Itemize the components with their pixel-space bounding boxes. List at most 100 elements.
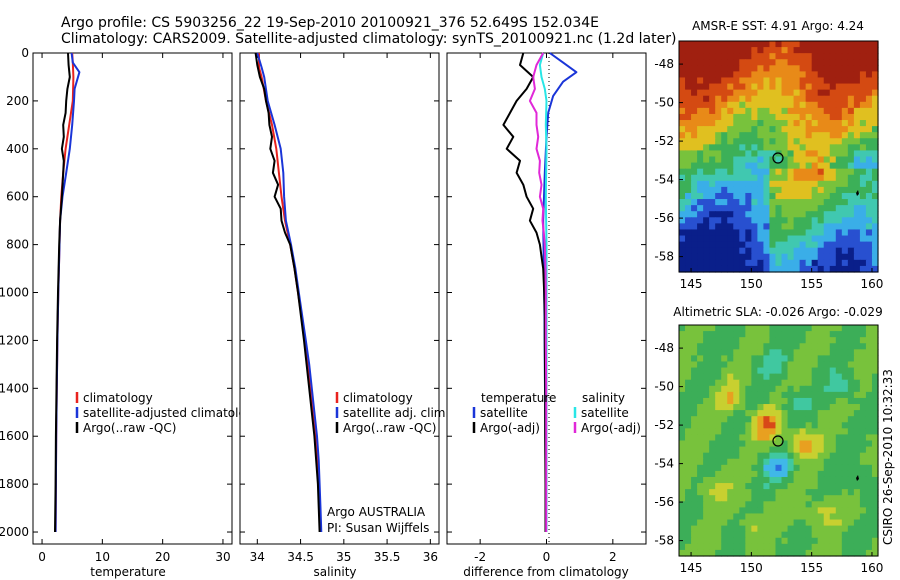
heatmap-cell xyxy=(709,113,716,121)
heatmap-cell xyxy=(871,174,879,182)
heatmap-cell xyxy=(787,180,795,188)
heatmap-cell xyxy=(703,525,710,533)
heatmap-cell xyxy=(769,144,777,152)
heatmap-cell xyxy=(799,120,807,127)
heatmap-cell xyxy=(823,150,831,158)
heatmap-cell xyxy=(853,373,861,381)
heatmap-cell xyxy=(751,549,758,557)
heatmap-cell xyxy=(709,549,716,557)
heatmap-cell xyxy=(751,452,758,460)
heatmap-cell xyxy=(829,107,837,115)
heatmap-cell xyxy=(727,367,734,375)
heatmap-cell xyxy=(703,513,710,521)
heatmap-cell xyxy=(841,101,849,109)
heatmap-cell xyxy=(805,416,813,423)
heatmap-cell xyxy=(793,41,801,48)
heatmap-cell xyxy=(733,192,740,200)
heatmap-cell xyxy=(727,337,734,344)
heatmap-cell xyxy=(685,247,692,255)
heatmap-cell xyxy=(793,95,801,103)
heatmap-cell xyxy=(865,259,873,267)
heatmap-cell xyxy=(697,337,704,344)
heatmap-cell xyxy=(685,217,692,224)
heatmap-cell xyxy=(817,422,825,429)
heatmap-cell xyxy=(859,71,867,79)
heatmap-cell xyxy=(853,416,861,423)
heatmap-cell xyxy=(859,223,867,231)
heatmap-cell xyxy=(763,265,771,273)
heatmap-cell xyxy=(853,507,861,515)
heatmap-cell xyxy=(775,519,783,527)
heatmap-cell xyxy=(799,476,807,484)
heatmap-cell xyxy=(733,434,740,442)
heatmap-cell xyxy=(793,59,801,66)
heatmap-cell xyxy=(853,41,861,48)
heatmap-cell xyxy=(727,47,734,54)
heatmap-cell xyxy=(859,483,867,490)
heatmap-cell xyxy=(697,95,704,103)
heatmap-cell xyxy=(811,470,819,478)
heatmap-cell xyxy=(811,428,819,436)
heatmap-cell xyxy=(823,452,831,460)
heatmap-cell xyxy=(775,404,783,411)
heatmap-cell xyxy=(775,156,783,164)
heatmap-cell xyxy=(871,495,879,502)
heatmap-cell xyxy=(811,349,819,356)
heatmap-cell xyxy=(847,337,855,344)
heatmap-cell xyxy=(691,331,698,338)
heatmap-cell xyxy=(721,483,728,490)
heatmap-cell xyxy=(745,253,752,261)
heatmap-cell xyxy=(841,132,849,139)
heatmap-cell xyxy=(745,144,752,152)
sst-map-frame xyxy=(678,40,879,273)
heatmap-cell xyxy=(793,132,801,139)
heatmap-cell xyxy=(775,107,783,115)
heatmap-cell xyxy=(781,101,789,109)
heatmap-cell xyxy=(757,205,765,212)
heatmap-cell xyxy=(811,211,819,218)
heatmap-cell xyxy=(829,101,837,109)
heatmap-cell xyxy=(799,325,807,332)
heatmap-cell xyxy=(805,476,813,484)
heatmap-cell xyxy=(763,495,771,502)
heatmap-cell xyxy=(799,168,807,176)
heatmap-cell xyxy=(835,144,843,152)
heatmap-cell xyxy=(739,501,746,508)
heatmap-cell xyxy=(865,416,873,423)
heatmap-cell xyxy=(829,537,837,545)
heatmap-cell xyxy=(691,211,698,218)
heatmap-cell xyxy=(709,489,716,496)
heatmap-cell xyxy=(865,71,873,79)
heatmap-cell xyxy=(847,205,855,212)
heatmap-cell xyxy=(697,355,704,363)
heatmap-cell xyxy=(835,483,843,490)
heatmap-cell xyxy=(697,410,704,417)
heatmap-cell xyxy=(715,434,722,442)
heatmap-cell xyxy=(835,525,843,533)
heatmap-cell xyxy=(715,113,722,121)
heatmap-cell xyxy=(685,537,692,545)
heatmap-cell xyxy=(805,138,813,145)
heatmap-cell xyxy=(751,253,758,261)
heatmap-cell xyxy=(715,428,722,436)
heatmap-cell xyxy=(817,373,825,381)
map-lat-label: -54 xyxy=(654,173,674,187)
heatmap-cell xyxy=(871,379,879,387)
heatmap-cell xyxy=(751,199,758,206)
heatmap-cell xyxy=(811,434,819,442)
heatmap-cell xyxy=(853,107,861,115)
heatmap-cell xyxy=(709,65,716,72)
heatmap-cell xyxy=(709,47,716,54)
heatmap-cell xyxy=(757,476,765,484)
heatmap-cell xyxy=(715,397,722,405)
heatmap-cell xyxy=(823,458,831,466)
heatmap-cell xyxy=(787,391,795,399)
heatmap-cell xyxy=(823,253,831,261)
heatmap-cell xyxy=(829,543,837,551)
heatmap-cell xyxy=(859,549,867,557)
heatmap-cell xyxy=(823,501,831,508)
heatmap-cell xyxy=(781,367,789,375)
heatmap-cell xyxy=(703,549,710,557)
heatmap-cell xyxy=(703,367,710,375)
heatmap-cell xyxy=(769,446,777,454)
